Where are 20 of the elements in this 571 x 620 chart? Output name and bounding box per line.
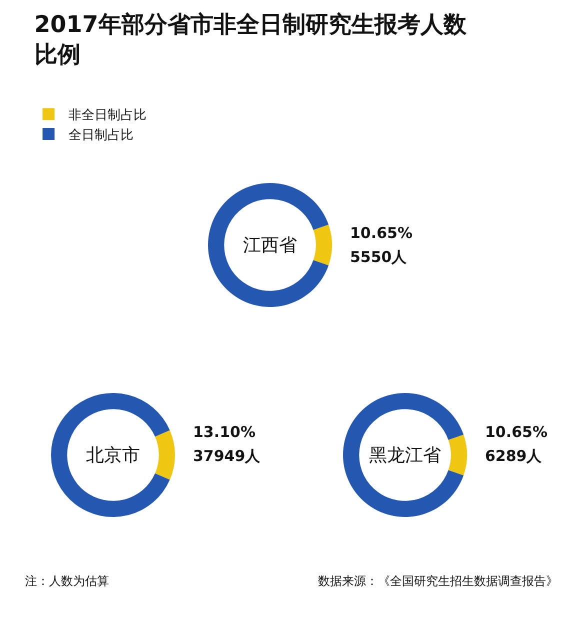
text: 黑龙江省: [369, 445, 441, 466]
text: 6289人: [485, 447, 543, 465]
donut-slice: [448, 434, 467, 476]
text: 北京市: [86, 445, 140, 466]
data-label: 10.65%: [485, 423, 548, 441]
donut-slice: [343, 393, 464, 517]
source-note: 数据来源：《全国研究生招生数据调查报告》: [318, 574, 558, 588]
donut-slice: [51, 393, 170, 517]
text: 江西省: [243, 235, 297, 256]
text: 5550人: [350, 248, 408, 266]
data-label: 10.65%: [350, 224, 412, 242]
donut-slice: [313, 224, 332, 266]
legend-label: 全日制占比: [68, 128, 134, 144]
chart-title: 2017年部分省市非全日制研究生报考人数比例: [34, 11, 468, 68]
donut-slice: [208, 183, 329, 307]
text: 注：人数为估算: [25, 574, 109, 588]
legend-label: 非全日制占比: [68, 108, 147, 124]
data-label: 13.10%: [193, 423, 256, 441]
text: 37949人: [193, 447, 262, 465]
donut-slice: [155, 430, 175, 480]
